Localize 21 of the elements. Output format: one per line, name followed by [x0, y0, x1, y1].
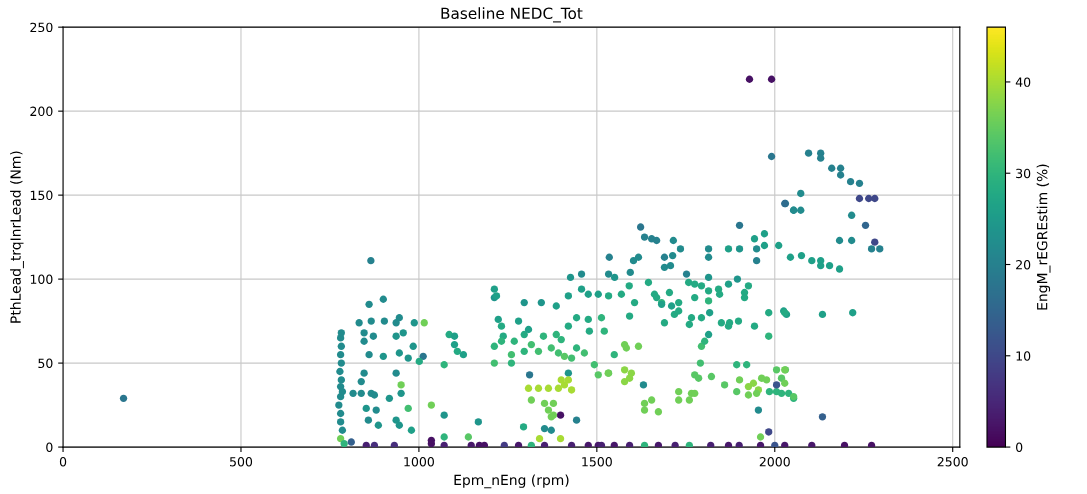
x-tick-label: 1500 [582, 457, 612, 467]
y-tick-label: 250 [30, 22, 53, 33]
y-tick-label: 50 [38, 358, 53, 369]
x-tick-label: 0 [59, 457, 67, 467]
y-tick-label: 100 [30, 274, 53, 285]
x-axis-title: Epm_nEng (rpm) [454, 474, 569, 489]
color-bar-label: 30 [1016, 168, 1031, 179]
color-bar-label: 0 [1016, 442, 1023, 452]
chart-title: Baseline NEDC_Tot [441, 7, 583, 23]
y-tick-label: 0 [46, 442, 53, 452]
color-bar-label: 40 [1015, 77, 1031, 87]
x-tick-label: 500 [230, 457, 253, 467]
x-tick-label: 2500 [937, 457, 968, 467]
color-bar-label: 20 [1016, 259, 1031, 270]
color-bar-label: 10 [1016, 351, 1031, 361]
x-tick-label: 2000 [759, 457, 790, 467]
y-tick-label: 150 [30, 190, 53, 201]
color-bar-title: EngM_rEGREstim (%) [1036, 164, 1051, 310]
x-tick-label: 1000 [404, 457, 434, 467]
y-tick-label: 200 [30, 106, 53, 117]
y-axis-title: PthLead_trqInrLead (Nm) [10, 151, 24, 323]
